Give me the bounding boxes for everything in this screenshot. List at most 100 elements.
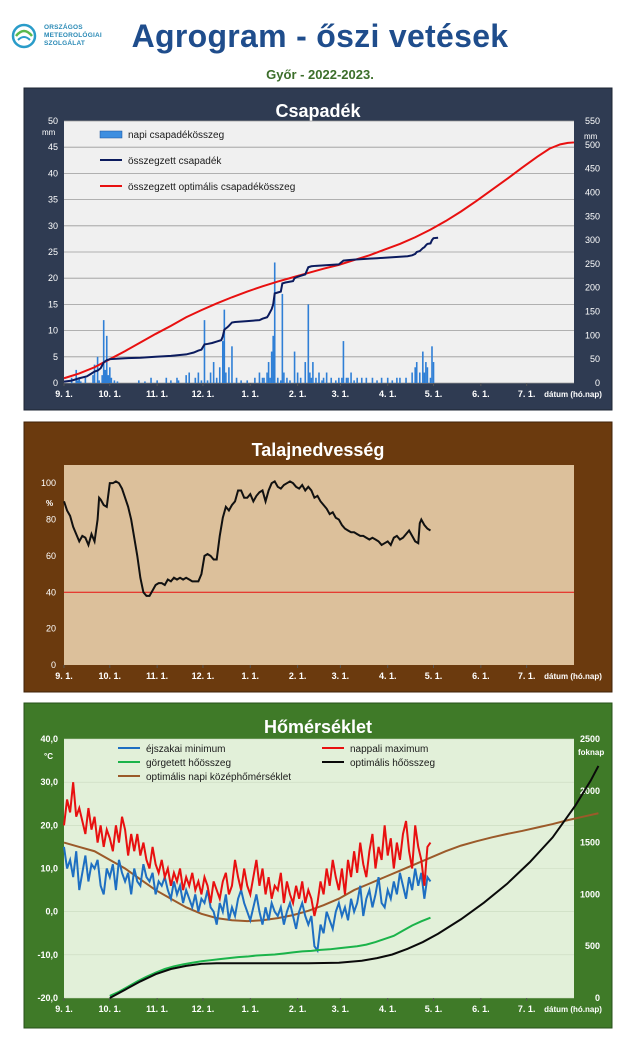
daily-precip-bar	[176, 377, 178, 383]
daily-precip-bar	[206, 380, 209, 383]
daily-precip-bar	[263, 377, 265, 383]
precipitation-y-tick-right: 300	[585, 235, 600, 245]
daily-precip-bar	[376, 380, 378, 383]
daily-precip-bar	[276, 377, 279, 383]
daily-precip-bar	[350, 372, 352, 383]
daily-precip-bar	[330, 377, 333, 383]
daily-precip-bar	[225, 372, 227, 383]
daily-precip-bar	[322, 377, 325, 383]
daily-precip-bar	[266, 372, 268, 383]
daily-precip-bar	[371, 377, 374, 383]
daily-precip-bar	[315, 377, 317, 383]
daily-precip-bar	[104, 369, 107, 383]
daily-precip-bar	[396, 377, 398, 383]
daily-precip-bar	[258, 372, 261, 383]
daily-precip-bar	[310, 377, 313, 383]
daily-precip-bar	[197, 372, 200, 383]
daily-precip-bar	[431, 346, 433, 383]
daily-precip-bar	[415, 362, 418, 383]
precipitation-y-tick-right: 400	[585, 187, 600, 197]
daily-precip-bar	[200, 380, 203, 383]
daily-precip-bar	[194, 377, 197, 383]
daily-precip-bar	[76, 380, 79, 383]
daily-precip-bar	[261, 377, 264, 383]
daily-precip-bar	[84, 377, 87, 383]
daily-precip-bar	[273, 262, 276, 383]
daily-precip-bar	[283, 372, 285, 383]
precipitation-y-unit-right: mm	[584, 132, 598, 141]
daily-precip-bar	[299, 377, 302, 383]
daily-precip-bar	[334, 380, 337, 383]
precipitation-y-tick-right: 250	[585, 259, 600, 269]
daily-precip-bar	[422, 351, 424, 383]
precipitation-y-tick-right: 0	[595, 378, 600, 388]
daily-precip-bar	[429, 377, 432, 383]
daily-precip-bar	[342, 341, 345, 383]
daily-precip-bar	[246, 380, 249, 383]
daily-precip-bar	[270, 351, 273, 383]
daily-precip-bar	[312, 362, 314, 383]
precipitation-y-tick-left: 25	[48, 247, 58, 257]
precipitation-y-tick-left: 50	[48, 116, 58, 126]
daily-precip-bar	[212, 362, 215, 383]
daily-precip-bar	[215, 377, 218, 383]
precipitation-y-tick-right: 100	[585, 330, 600, 340]
daily-precip-bar	[286, 377, 288, 383]
daily-precip-bar	[107, 375, 110, 383]
daily-precip-bar	[309, 372, 311, 383]
daily-precip-bar	[101, 375, 103, 383]
precipitation-legend: napi csapadékösszeg összegzett csapadék …	[99, 130, 295, 193]
daily-precip-bar	[75, 369, 78, 383]
precipitation-y-tick-left: 40	[48, 168, 58, 178]
precipitation-x-tick-label: 6. 1.	[472, 389, 490, 399]
daily-precip-bar	[293, 351, 296, 383]
precipitation-y-tick-right: 200	[585, 283, 600, 293]
precipitation-x-tick-label: 2. 1.	[289, 389, 307, 399]
daily-precip-bar	[240, 380, 242, 383]
precipitation-y-tick-right: 150	[585, 307, 600, 317]
daily-precip-bar	[289, 380, 291, 383]
daily-precip-bar	[144, 381, 146, 383]
logo-line-2: METEOROLÓGIAI	[44, 32, 102, 39]
daily-precip-bar	[325, 372, 328, 383]
daily-precip-bar	[307, 304, 310, 383]
page-subtitle: Győr - 2022-2023.	[266, 67, 374, 82]
daily-precip-bar	[222, 341, 224, 383]
logo-text: ORSZÁGOS METEOROLÓGIAI SZOLGÁLAT	[44, 24, 102, 48]
daily-precip-bar	[411, 372, 413, 383]
daily-precip-bar	[110, 377, 113, 383]
daily-precip-bar	[338, 377, 340, 383]
daily-precip-bar	[218, 367, 221, 383]
daily-precip-bar	[360, 377, 363, 383]
daily-precip-bar	[272, 335, 274, 383]
precipitation-y-tick-left: 10	[48, 326, 58, 336]
logo-emblem-icon	[11, 23, 37, 49]
daily-precip-bar	[405, 377, 407, 383]
daily-precip-bar	[321, 380, 323, 383]
logo-line-1: ORSZÁGOS	[44, 24, 83, 31]
precipitation-y-tick-left: 35	[48, 195, 58, 205]
precipitation-y-tick-left: 30	[48, 221, 58, 231]
legend-label-cumulative: összegzett csapadék	[128, 156, 222, 167]
daily-precip-bar	[345, 377, 348, 383]
daily-precip-bar	[78, 377, 81, 383]
daily-precip-bar	[280, 380, 282, 383]
precipitation-y-tick-right: 350	[585, 211, 600, 221]
daily-precip-bar	[432, 362, 435, 383]
daily-precip-bar	[365, 377, 368, 383]
precipitation-y-tick-right: 550	[585, 116, 600, 126]
daily-precip-bar	[386, 377, 389, 383]
daily-precip-bar	[223, 309, 226, 383]
daily-precip-bar	[418, 372, 421, 383]
daily-precip-bar	[318, 372, 320, 383]
daily-precip-bar	[209, 372, 212, 383]
daily-precip-bar	[165, 377, 168, 383]
optimal-cumulative-precip-line	[63, 141, 575, 380]
daily-precip-bar	[426, 367, 429, 383]
logo: ORSZÁGOS METEOROLÓGIAI SZOLGÁLAT	[10, 22, 120, 56]
daily-precip-bar	[156, 380, 158, 383]
daily-precip-bar	[347, 377, 349, 383]
page-title: Agrogram - őszi vetések	[131, 18, 509, 54]
daily-precip-bar	[228, 367, 230, 383]
